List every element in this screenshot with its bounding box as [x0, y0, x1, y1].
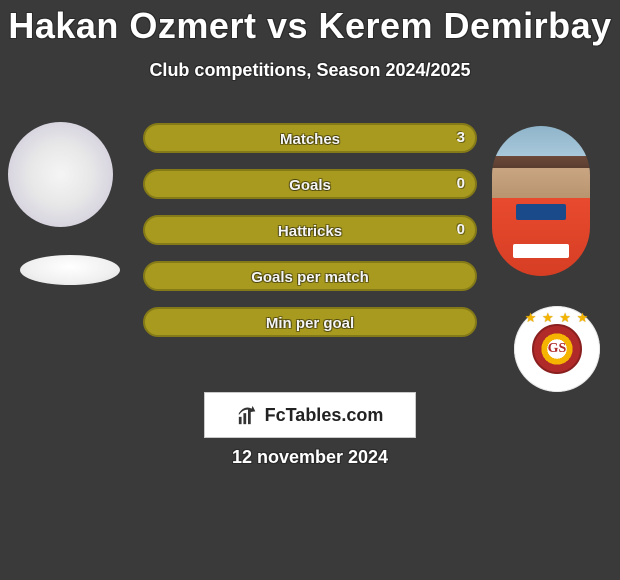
stat-value-right: 0: [457, 171, 465, 197]
brand-badge: FcTables.com: [205, 393, 415, 437]
footer-date: 12 november 2024: [0, 447, 620, 468]
stat-row: Min per goal: [143, 307, 477, 337]
player-photo-left: [8, 122, 113, 227]
brand-text: FcTables.com: [265, 405, 384, 426]
stat-row: Goals per match: [143, 261, 477, 291]
comparison-card: Hakan Ozmert vs Kerem Demirbay Club comp…: [0, 0, 620, 580]
stat-label: Matches: [280, 131, 340, 148]
club-stars-right: ★ ★ ★ ★: [524, 310, 590, 326]
stat-value-right: 0: [457, 217, 465, 243]
stat-label: Goals per match: [251, 269, 369, 286]
stat-row: Matches 3: [143, 123, 477, 153]
stat-label: Min per goal: [266, 315, 354, 332]
club-badge-left: [20, 255, 120, 285]
page-subtitle: Club competitions, Season 2024/2025: [0, 60, 620, 81]
stat-label: Hattricks: [278, 223, 342, 240]
stat-row: Hattricks 0: [143, 215, 477, 245]
stat-value-right: 3: [457, 125, 465, 151]
page-title: Hakan Ozmert vs Kerem Demirbay: [0, 5, 620, 47]
stat-row: Goals 0: [143, 169, 477, 199]
galatasaray-icon: GS: [532, 324, 582, 374]
stat-label: Goals: [289, 177, 331, 194]
fctables-icon: [237, 404, 259, 426]
player-photo-right: [492, 126, 590, 276]
